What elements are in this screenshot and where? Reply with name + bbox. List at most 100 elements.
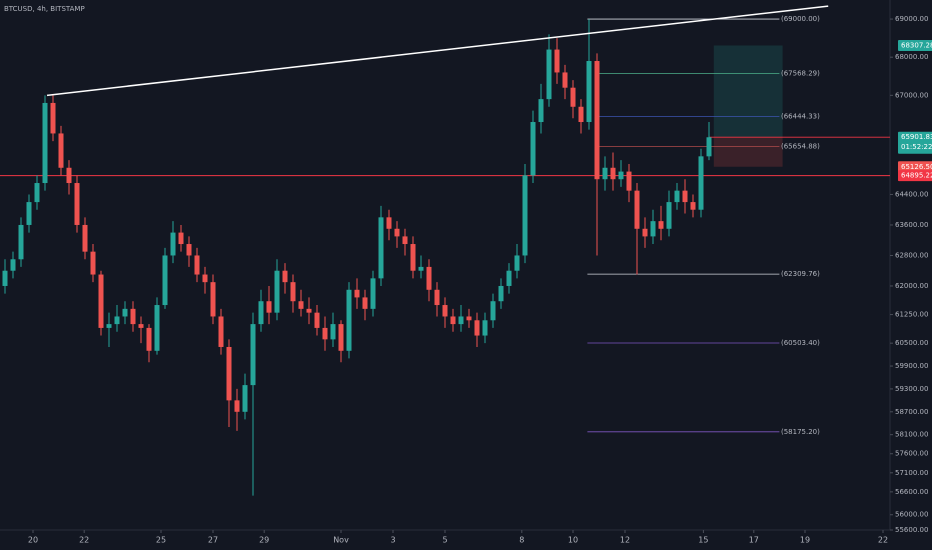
candle-body [458,316,464,325]
y-tick-label: 56000.00 [895,511,928,519]
candle-body [570,87,576,107]
candle-body [282,270,288,283]
x-tick-label: 27 [208,536,218,545]
candle-body [466,316,472,321]
candle-body [426,266,432,290]
candle-body [58,133,64,168]
candle-body [202,274,208,283]
candle-body [162,255,168,306]
candle-body [594,61,600,180]
candle-body [322,327,328,340]
price-badge-label: 68307.28 [901,41,932,49]
y-tick-label: 61250.00 [895,311,928,319]
y-tick-label: 57600.00 [895,450,928,458]
candle-body [130,308,136,325]
candle-body [514,255,520,271]
candle-body [274,270,280,313]
price-badge-label: 65901.83 [901,133,932,141]
y-tick-label: 58100.00 [895,431,928,439]
candle-body [586,61,592,123]
candle-body [522,175,528,256]
y-tick-label: 62800.00 [895,251,928,259]
candle-body [234,400,240,412]
price-badge [898,39,932,51]
candle-body [378,217,384,279]
x-tick-label: 15 [698,536,708,545]
candle-body [682,190,688,203]
candle-body [106,324,112,328]
candle-body [506,270,512,286]
candle-body [530,122,536,176]
trendline [46,5,829,97]
candle-body [10,259,16,271]
level-label: (62309.76) [781,270,820,278]
candle-body [298,301,304,309]
y-tick-label: 59300.00 [895,385,928,393]
candle-body [2,270,8,286]
candle-body [242,385,248,412]
chart-title: BTCUSD, 4h, BITSTAMP [4,5,85,13]
candle-body [666,202,672,229]
level-label: (58175.20) [781,428,820,436]
candle-body [122,308,128,317]
candle-body [626,171,632,191]
candle-body [194,255,200,275]
candle-body [602,167,608,180]
candle-body [50,102,56,134]
price-badge [898,170,932,182]
candle-body [554,49,560,73]
candle-body [354,289,360,298]
x-tick-label: 29 [259,536,269,545]
candle-body [178,232,184,245]
candle-body [314,312,320,328]
candle-body [498,285,504,302]
candle-body [90,251,96,275]
y-tick-label: 68000.00 [895,53,928,61]
candle-body [690,202,696,210]
candle-body [394,228,400,237]
candle-body [474,320,480,336]
y-tick-label: 56600.00 [895,488,928,496]
candle-body [34,183,40,203]
level-label: (67568.29) [781,70,820,78]
price-badge-timer: 01:52:22 [901,143,932,151]
candle-body [538,99,544,123]
stop-zone [713,137,783,167]
candle-body [610,167,616,180]
candle-body [18,224,24,260]
y-tick-label: 63600.00 [895,221,928,229]
candle-body [546,49,552,100]
y-tick-label: 57100.00 [895,469,928,477]
x-tick-label: Nov [333,536,349,545]
candle-body [266,301,272,313]
x-tick-label: 19 [800,536,810,545]
candle-body [370,278,376,309]
candle-body [306,308,312,313]
candle-body [410,244,416,271]
candle-body [170,232,176,256]
candle-body [154,305,160,351]
target-zone [713,45,783,138]
price-badge [898,161,932,173]
x-tick-label: 17 [749,536,759,545]
candle-body [658,221,664,229]
candle-body [642,228,648,237]
x-tick-label: 22 [878,536,888,545]
candle-body [250,324,256,386]
x-tick-label: 3 [390,536,395,545]
candle-body [490,301,496,321]
candle-body [442,305,448,317]
candle-body [450,316,456,325]
candle-body [146,327,152,351]
y-tick-label: 67000.00 [895,91,928,99]
candle-body [562,72,568,88]
candle-body [258,301,264,325]
x-tick-label: 10 [568,536,578,545]
candle-body [82,224,88,252]
candle-body [674,190,680,203]
y-tick-label: 62000.00 [895,282,928,290]
candle-body [218,316,224,347]
candle-body [362,297,368,309]
